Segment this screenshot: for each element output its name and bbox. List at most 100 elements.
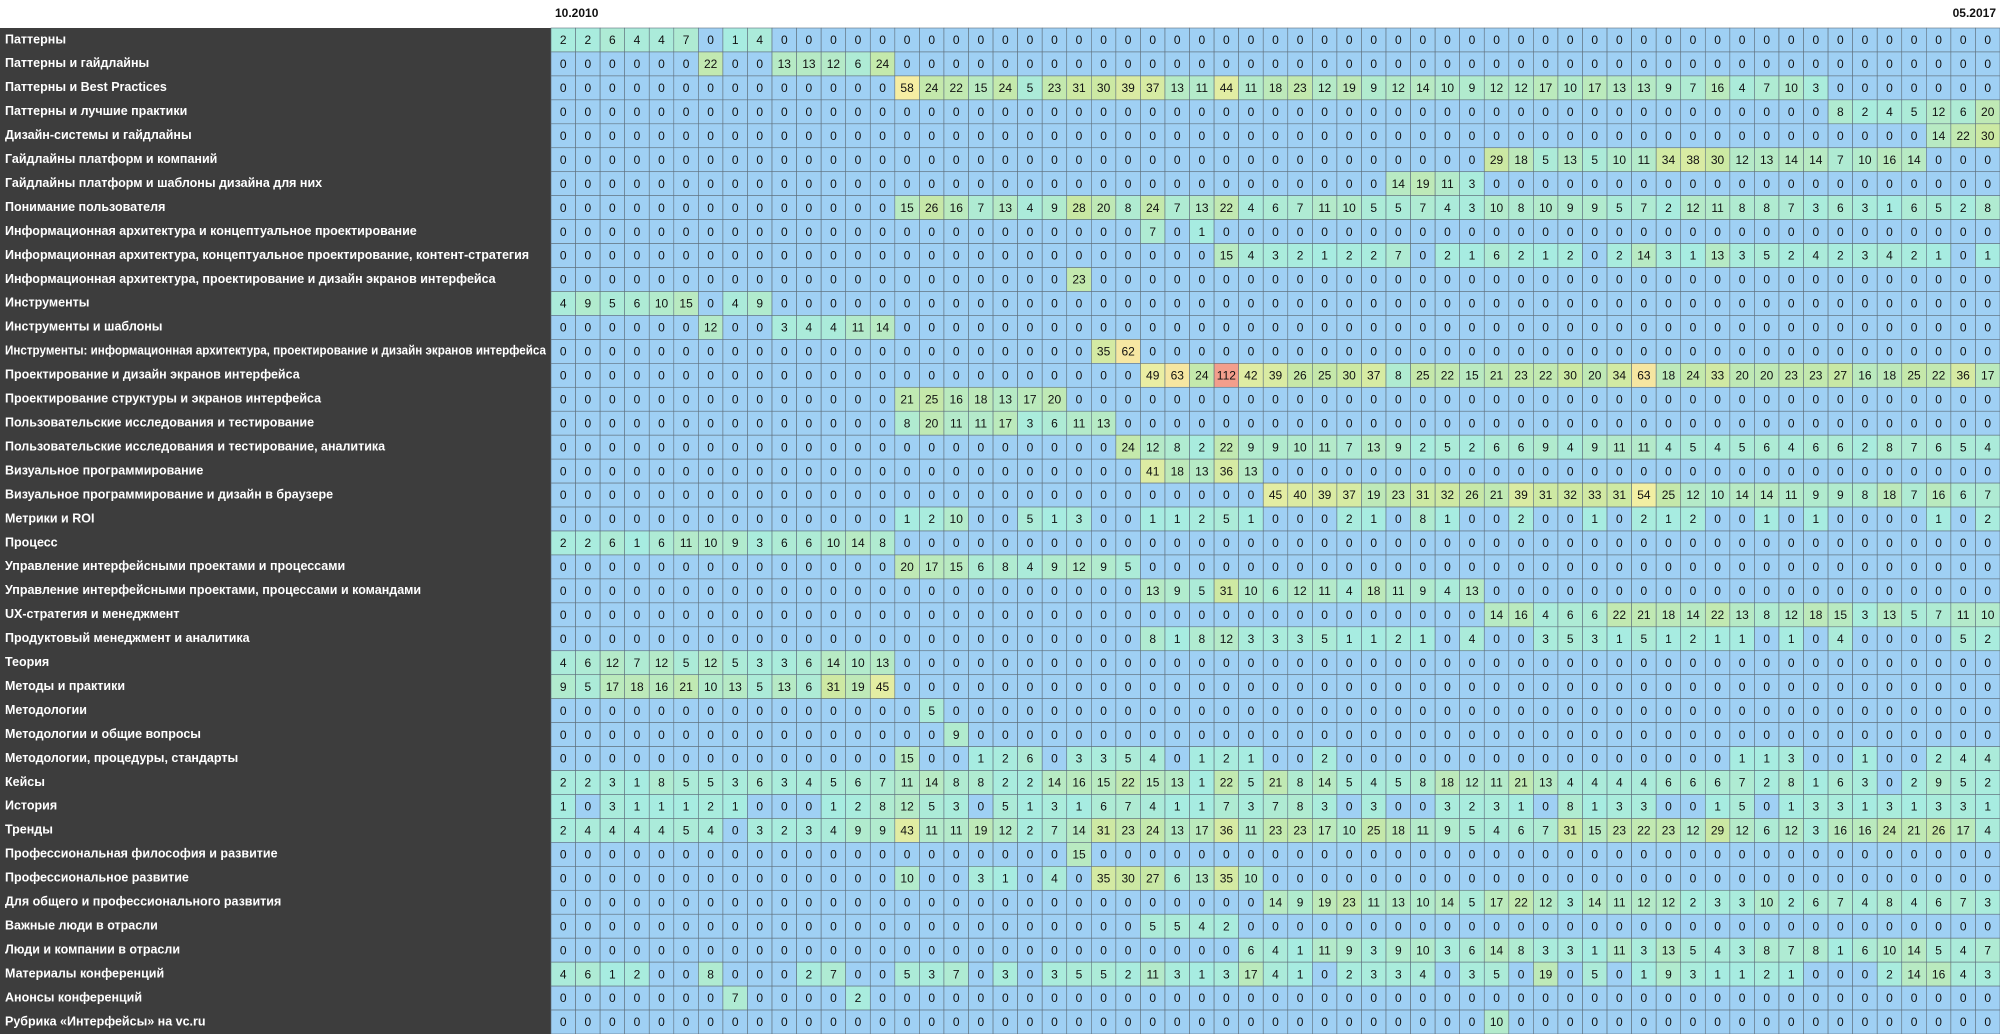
cell-value: 4 (1714, 440, 1721, 454)
cell-value: 0 (1984, 871, 1991, 885)
cell-value: 0 (1125, 488, 1132, 502)
cell-value: 0 (1591, 177, 1598, 191)
cell-value: 0 (1100, 632, 1107, 646)
cell-value: 0 (1051, 488, 1058, 502)
cell-value: 0 (879, 752, 886, 766)
cell-value: 0 (928, 584, 935, 598)
cell-value: 0 (1886, 871, 1893, 885)
cell-value: 0 (1125, 129, 1132, 143)
cell-value: 0 (1248, 488, 1255, 502)
cell-value: 0 (928, 321, 935, 335)
cell-value: 0 (1125, 321, 1132, 335)
cell-value: 15 (974, 81, 988, 95)
cell-value: 39 (1121, 81, 1135, 95)
cell-value: 4 (634, 33, 641, 47)
cell-value: 0 (904, 536, 911, 550)
cell-value: 6 (1837, 201, 1844, 215)
cell-value: 0 (1444, 608, 1451, 622)
cell-value: 0 (1616, 297, 1623, 311)
cell-value: 0 (1002, 728, 1009, 742)
cell-value: 4 (830, 824, 837, 838)
cell-value: 0 (1002, 225, 1009, 239)
cell-value: 1 (1763, 752, 1770, 766)
cell-value: 1 (683, 800, 690, 814)
cell-value: 0 (1788, 560, 1795, 574)
cell-value: 0 (1370, 680, 1377, 694)
cell-value: 0 (781, 919, 788, 933)
cell-value: 9 (560, 680, 567, 694)
cell-value: 0 (732, 249, 739, 263)
cell-value: 0 (609, 895, 616, 909)
cell-value: 0 (1002, 512, 1009, 526)
cell-value: 0 (855, 368, 862, 382)
cell-value: 0 (1518, 656, 1525, 670)
cell-value: 0 (1100, 512, 1107, 526)
cell-value: 3 (1567, 895, 1574, 909)
cell-value: 0 (756, 464, 763, 478)
cell-value: 0 (560, 392, 567, 406)
cell-value: 0 (1346, 608, 1353, 622)
cell-value: 0 (732, 440, 739, 454)
cell-value: 7 (732, 991, 739, 1005)
cell-value: 0 (904, 297, 911, 311)
cell-value: 0 (1125, 632, 1132, 646)
cell-value: 6 (1051, 416, 1058, 430)
cell-value: 0 (977, 728, 984, 742)
cell-value: 3 (1051, 800, 1058, 814)
cell-value: 0 (1493, 33, 1500, 47)
cell-value: 0 (1321, 57, 1328, 71)
cell-value: 0 (1027, 105, 1034, 119)
cell-value: 0 (977, 105, 984, 119)
row-label: Гайдлайны платформ и компаний (5, 152, 217, 166)
cell-value: 23 (1514, 368, 1528, 382)
cell-value: 12 (1735, 824, 1749, 838)
cell-value: 33 (1588, 488, 1602, 502)
cell-value: 0 (1248, 33, 1255, 47)
cell-value: 0 (1444, 1015, 1451, 1029)
cell-value: 0 (1518, 871, 1525, 885)
cell-value: 0 (1174, 536, 1181, 550)
cell-value: 0 (1420, 416, 1427, 430)
cell-value: 0 (1002, 153, 1009, 167)
cell-value: 0 (634, 177, 641, 191)
cell-value: 0 (756, 249, 763, 263)
cell-value: 0 (781, 201, 788, 215)
cell-value: 2 (855, 991, 862, 1005)
cell-value: 11 (925, 824, 938, 838)
cell-value: 5 (1027, 512, 1034, 526)
cell-value: 0 (1444, 392, 1451, 406)
cell-value: 0 (1763, 225, 1770, 239)
cell-value: 0 (1984, 177, 1991, 191)
row-label: Теория (5, 655, 49, 669)
cell-value: 0 (781, 249, 788, 263)
cell-value: 23 (1613, 824, 1627, 838)
cell-value: 0 (1248, 728, 1255, 742)
cell-value: 5 (1641, 632, 1648, 646)
cell-value: 0 (904, 368, 911, 382)
cell-value: 0 (1420, 249, 1427, 263)
cell-value: 0 (1862, 728, 1869, 742)
cell-value: 0 (1665, 680, 1672, 694)
cell-value: 2 (1690, 895, 1697, 909)
cell-value: 0 (634, 895, 641, 909)
cell-value: 0 (756, 177, 763, 191)
cell-value: 0 (707, 584, 714, 598)
cell-value: 13 (778, 680, 792, 694)
cell-value: 0 (683, 608, 690, 622)
cell-value: 10 (1416, 943, 1430, 957)
cell-value: 0 (1125, 392, 1132, 406)
cell-value: 0 (584, 752, 591, 766)
cell-value: 11 (950, 416, 963, 430)
cell-value: 0 (928, 632, 935, 646)
cell-value: 0 (1272, 57, 1279, 71)
cell-value: 0 (1346, 752, 1353, 766)
cell-value: 0 (1395, 728, 1402, 742)
cell-value: 0 (1911, 560, 1918, 574)
cell-value: 0 (1812, 967, 1819, 981)
cell-value: 0 (560, 512, 567, 526)
cell-value: 0 (1567, 416, 1574, 430)
cell-value: 6 (1665, 776, 1672, 790)
cell-value: 0 (1174, 1015, 1181, 1029)
cell-value: 4 (1591, 776, 1598, 790)
cell-value: 10 (1416, 895, 1430, 909)
